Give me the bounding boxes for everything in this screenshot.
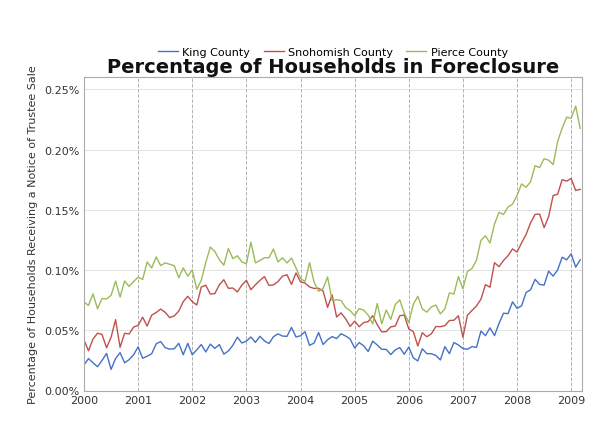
Pierce County	[265, 256, 272, 261]
King County	[270, 334, 277, 339]
Title: Percentage of Households in Foreclosure: Percentage of Households in Foreclosure	[107, 58, 559, 76]
Snohomish County	[197, 285, 205, 290]
Pierce County	[207, 245, 214, 250]
Line: Snohomish County: Snohomish County	[84, 179, 580, 351]
Snohomish County	[85, 349, 92, 354]
King County	[563, 258, 570, 263]
King County	[107, 367, 115, 372]
Snohomish County	[577, 187, 584, 193]
Snohomish County	[315, 286, 322, 291]
King County	[80, 362, 88, 368]
King County	[197, 342, 205, 347]
Y-axis label: Percentage of Households Receiving a Notice of Trustee Sale: Percentage of Households Receiving a Not…	[28, 66, 38, 403]
Pierce County	[310, 280, 317, 285]
Snohomish County	[374, 322, 381, 328]
Line: King County: King County	[84, 254, 580, 370]
Pierce County	[193, 287, 200, 292]
Snohomish County	[211, 291, 218, 296]
Snohomish County	[80, 338, 88, 343]
Pierce County	[369, 322, 376, 327]
King County	[568, 252, 575, 257]
Legend: King County, Snohomish County, Pierce County: King County, Snohomish County, Pierce Co…	[154, 43, 512, 62]
Pierce County	[80, 300, 88, 305]
Line: Pierce County: Pierce County	[84, 107, 580, 324]
Pierce County	[563, 115, 570, 121]
Snohomish County	[568, 177, 575, 182]
Pierce County	[577, 126, 584, 132]
Snohomish County	[270, 283, 277, 288]
King County	[374, 342, 381, 348]
King County	[211, 346, 218, 351]
King County	[315, 330, 322, 335]
King County	[577, 258, 584, 263]
Snohomish County	[563, 179, 570, 184]
Pierce County	[572, 104, 579, 109]
Pierce County	[374, 301, 381, 306]
